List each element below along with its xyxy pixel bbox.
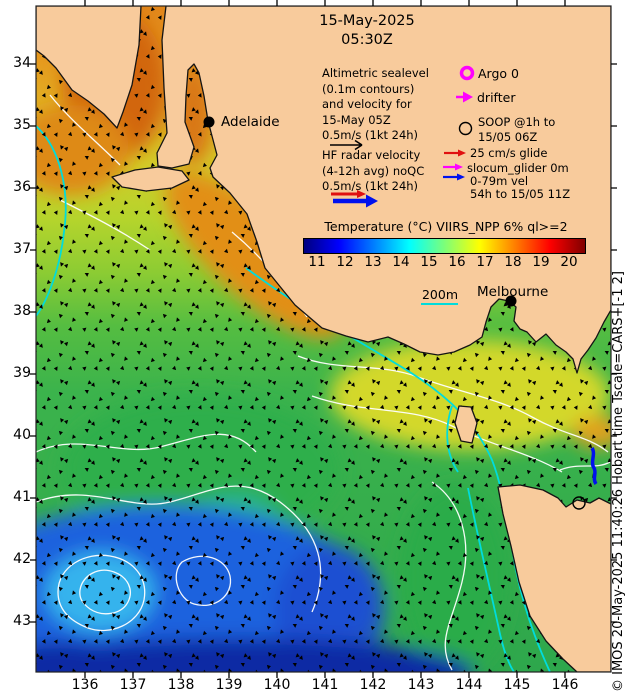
legend-argo-label: Argo 0 bbox=[478, 66, 519, 81]
slocum-glider-arrow-icon bbox=[443, 163, 463, 171]
glide-scale-arrow-icon bbox=[444, 149, 466, 157]
y-tick-label: 34 bbox=[13, 55, 31, 71]
argo-icon bbox=[459, 65, 475, 81]
isobath-200m-label: 200m bbox=[421, 287, 459, 302]
y-tick-label: 35 bbox=[13, 117, 31, 133]
colorbar-tick: 14 bbox=[392, 254, 410, 270]
colorbar-title: Temperature (°C) VIIRS_NPP 6% ql>=2 bbox=[324, 219, 568, 234]
imos-watermark: © IMOS 20-May-2025 11:40:26 Hobart time … bbox=[611, 271, 626, 692]
colorbar-tick: 18 bbox=[504, 254, 522, 270]
map-border bbox=[35, 5, 612, 673]
y-tick-label: 40 bbox=[13, 427, 31, 443]
y-tick-label: 39 bbox=[13, 365, 31, 381]
legend-altimetric-text: Altimetric sealevel (0.1m contours) and … bbox=[322, 66, 429, 142]
tasmania-land bbox=[497, 484, 611, 672]
legend-slocum-label: slocum_glider 0m bbox=[467, 160, 569, 175]
drifter-icon bbox=[456, 91, 473, 103]
soop-track-marker bbox=[572, 496, 586, 510]
x-tick-label: 142 bbox=[359, 677, 387, 693]
legend-glyphs bbox=[330, 65, 475, 305]
land-masses bbox=[36, 6, 611, 672]
king-island bbox=[454, 405, 478, 444]
colorbar-tick: 19 bbox=[532, 254, 550, 270]
legend-glide-label: 25 cm/s glide bbox=[470, 146, 548, 160]
y-tick-label: 43 bbox=[13, 613, 31, 629]
sealevel-velocity-arrow bbox=[330, 139, 363, 151]
legend-soop-label-line1: SOOP @1h to bbox=[478, 115, 556, 129]
colorbar-tick: 12 bbox=[336, 254, 354, 270]
glider-track bbox=[590, 447, 598, 485]
y-tick-label: 37 bbox=[13, 241, 31, 257]
kangaroo-island bbox=[111, 166, 190, 192]
plot-title-time: 05:30Z bbox=[341, 32, 393, 48]
y-tick-label: 36 bbox=[13, 179, 31, 195]
x-tick-label: 140 bbox=[263, 677, 291, 693]
soop-icon bbox=[458, 121, 473, 136]
hf-radar-arrow bbox=[331, 190, 378, 208]
x-tick-label: 143 bbox=[407, 677, 435, 693]
x-axis-ticks bbox=[84, 0, 566, 678]
y-tick-label: 41 bbox=[13, 489, 31, 505]
colorbar bbox=[303, 238, 586, 254]
glider-vel-arrow-icon bbox=[443, 173, 465, 181]
axis-ticks bbox=[30, 0, 617, 678]
colorbar-tick: 20 bbox=[560, 254, 578, 270]
x-tick-label: 136 bbox=[71, 677, 99, 693]
colorbar-tick: 13 bbox=[364, 254, 382, 270]
melbourne-marker bbox=[505, 295, 517, 307]
x-tick-label: 137 bbox=[119, 677, 147, 693]
city-label-adelaide: Adelaide bbox=[221, 114, 280, 130]
legend-soop-label-line2: 15/05 06Z bbox=[478, 130, 538, 144]
colorbar-tick: 16 bbox=[448, 254, 466, 270]
x-tick-label: 144 bbox=[455, 677, 483, 693]
city-label-melbourne: Melbourne bbox=[477, 284, 549, 300]
x-tick-label: 141 bbox=[311, 677, 339, 693]
x-tick-label: 146 bbox=[551, 677, 579, 693]
x-tick-label: 138 bbox=[167, 677, 195, 693]
colorbar-tick: 17 bbox=[476, 254, 494, 270]
legend-glider-vel-line2: 54h to 15/05 11Z bbox=[470, 187, 571, 201]
plot-title-date: 15-May-2025 bbox=[319, 13, 415, 29]
legend-glider-vel-line1: 0-79m vel bbox=[470, 173, 529, 188]
colorbar-tick: 15 bbox=[420, 254, 438, 270]
adelaide-marker bbox=[203, 116, 215, 128]
colorbar-tick: 11 bbox=[308, 254, 326, 270]
y-tick-label: 42 bbox=[13, 551, 31, 567]
y-tick-label: 38 bbox=[13, 303, 31, 319]
eyre-peninsula-land bbox=[36, 6, 142, 129]
x-tick-label: 145 bbox=[503, 677, 531, 693]
mainland-land bbox=[156, 6, 611, 374]
y-axis-ticks bbox=[30, 63, 617, 623]
legend-hf-radar-text: HF radar velocity (4-12h avg) noQC 0.5m/… bbox=[322, 148, 425, 193]
legend-drifter-label: drifter bbox=[477, 90, 516, 105]
x-tick-label: 139 bbox=[215, 677, 243, 693]
